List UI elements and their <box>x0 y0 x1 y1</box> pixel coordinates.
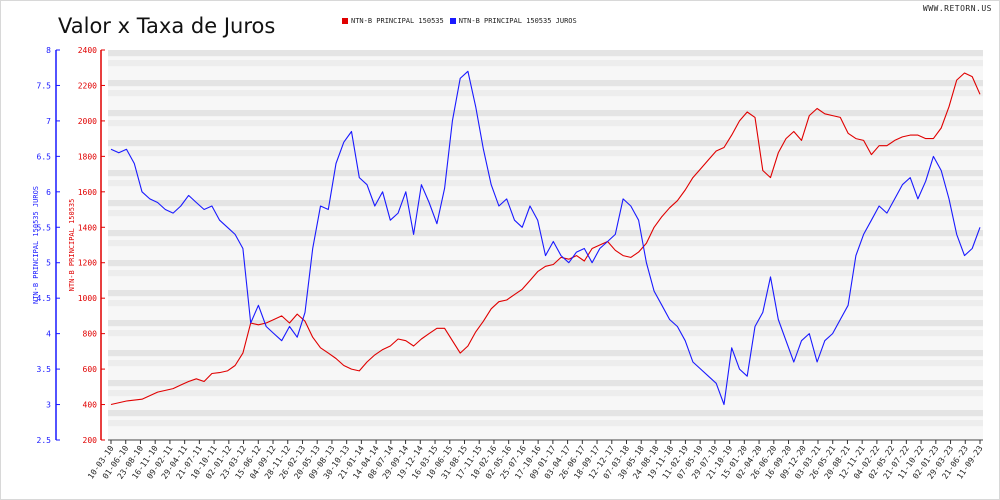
grid-band <box>108 410 983 417</box>
left-axis-title: NTN-B PRINCIPAL 150535 JUROS <box>32 186 40 304</box>
source-label: WWW.RETORN.US <box>922 4 992 13</box>
left-tick-label: 3 <box>46 401 51 410</box>
right-tick-label: 1800 <box>78 152 97 161</box>
grid-band <box>108 400 983 407</box>
left-tick-label: 6 <box>46 188 51 197</box>
grid-band <box>108 140 983 147</box>
right-tick-label: 800 <box>83 330 98 339</box>
grid-band <box>108 90 983 97</box>
grid-band <box>108 190 983 197</box>
legend-item-juros: NTN-B PRINCIPAL 150535 JUROS <box>449 17 577 25</box>
grid-band <box>108 340 983 347</box>
grid-band <box>108 290 983 297</box>
grid-band <box>108 110 983 117</box>
left-tick-label: 6.5 <box>37 152 52 161</box>
left-tick-label: 5.5 <box>37 223 52 232</box>
grid-band <box>108 320 983 327</box>
grid-band <box>108 180 983 187</box>
grid-band <box>108 260 983 267</box>
grid-band <box>108 300 983 307</box>
grid-band <box>108 350 983 357</box>
right-tick-label: 600 <box>83 365 98 374</box>
grid-band <box>108 100 983 107</box>
grid-band <box>108 160 983 167</box>
grid-band <box>108 240 983 247</box>
grid-band <box>108 60 983 67</box>
grid-band <box>108 230 983 237</box>
grid-band <box>108 280 983 287</box>
series-line-price <box>110 72 981 406</box>
series-line-juros <box>110 70 981 406</box>
grid-band <box>108 120 983 127</box>
right-tick-label: 2000 <box>78 117 97 126</box>
grid-band <box>108 70 983 77</box>
grid-band <box>108 370 983 377</box>
right-tick-label: 200 <box>83 436 98 445</box>
legend: NTN-B PRINCIPAL 150535 NTN-B PRINCIPAL 1… <box>342 17 579 25</box>
grid-band <box>108 220 983 227</box>
right-tick-label: 1600 <box>78 188 97 197</box>
grid-band <box>108 150 983 157</box>
grid-band <box>108 310 983 317</box>
grid-band <box>108 80 983 87</box>
grid-band <box>108 430 983 437</box>
legend-item-price: NTN-B PRINCIPAL 150535 <box>342 17 444 25</box>
chart-title: Valor x Taxa de Juros <box>58 14 276 38</box>
left-tick-label: 2.5 <box>37 436 52 445</box>
left-tick-label: 4 <box>46 330 51 339</box>
left-tick-label: 3.5 <box>37 365 52 374</box>
grid-band <box>108 200 983 207</box>
right-tick-label: 1200 <box>78 259 97 268</box>
left-tick-label: 7.5 <box>37 81 52 90</box>
grid-band <box>108 390 983 397</box>
legend-swatch-juros <box>449 18 456 24</box>
right-tick-label: 2200 <box>78 81 97 90</box>
right-axis-title: NTN-B PRINCIPAL 150535 <box>68 199 76 292</box>
legend-label-juros: NTN-B PRINCIPAL 150535 JUROS <box>458 17 577 25</box>
right-tick-label: 400 <box>83 401 98 410</box>
grid-band <box>108 270 983 277</box>
grid-band <box>108 420 983 427</box>
grid-band <box>108 380 983 387</box>
grid-band <box>108 210 983 217</box>
left-tick-label: 5 <box>46 259 51 268</box>
grid-band <box>108 170 983 177</box>
grid-band <box>108 360 983 367</box>
grid-band <box>108 50 983 57</box>
legend-swatch-price <box>342 18 348 24</box>
right-tick-label: 2400 <box>78 46 97 55</box>
grid-band <box>108 130 983 137</box>
right-tick-label: 1400 <box>78 223 97 232</box>
left-tick-label: 7 <box>46 117 51 126</box>
left-tick-label: 8 <box>46 46 51 55</box>
right-tick-label: 1000 <box>78 294 97 303</box>
grid-band <box>108 330 983 337</box>
legend-label-price: NTN-B PRINCIPAL 150535 <box>351 17 444 25</box>
left-tick-label: 4.5 <box>37 294 52 303</box>
